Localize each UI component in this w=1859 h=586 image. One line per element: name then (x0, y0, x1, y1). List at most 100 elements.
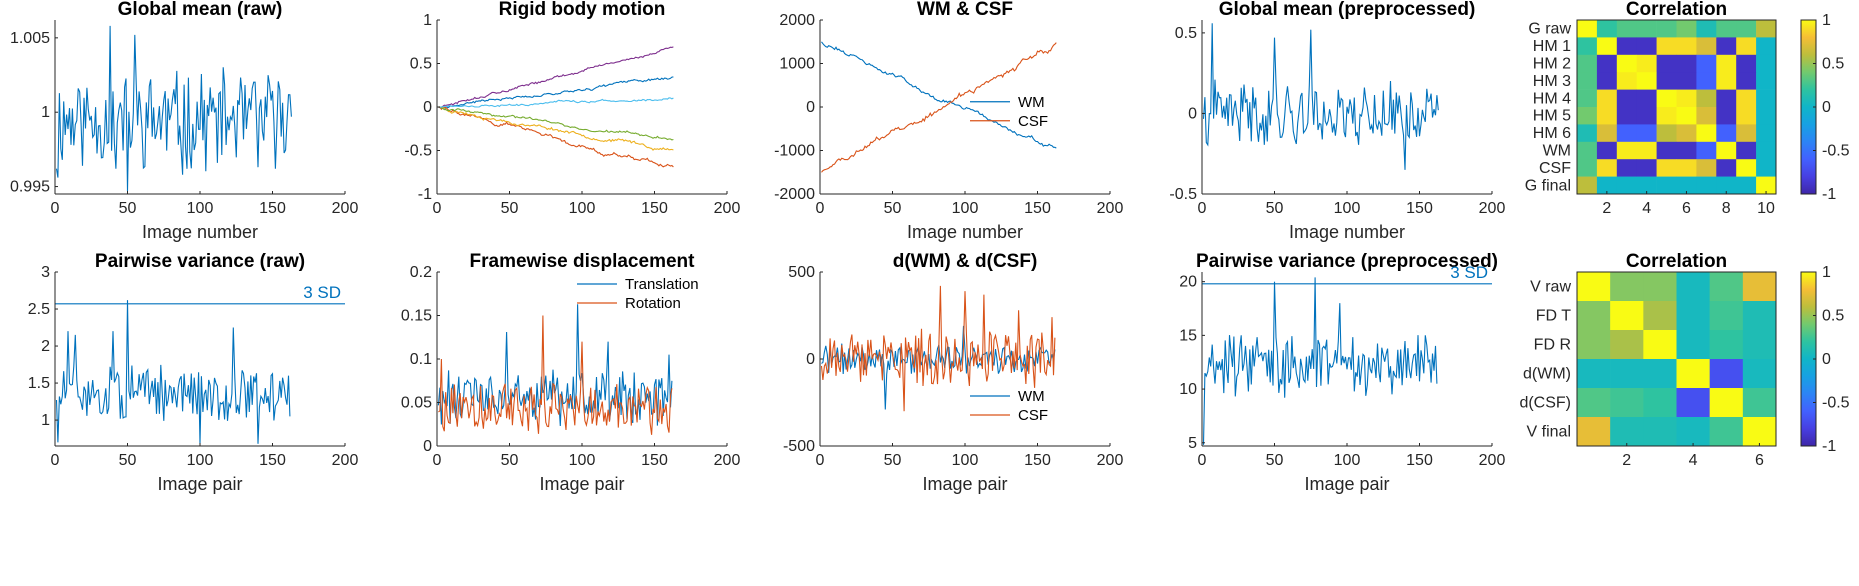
y-tick-label: 10 (1179, 381, 1197, 398)
legend-label: CSF (1018, 407, 1048, 424)
x-tick-label: 150 (641, 200, 668, 217)
series-line-wm (821, 325, 1056, 410)
heatmap-cell (1676, 301, 1710, 331)
x-tick-label: 150 (641, 452, 668, 469)
heatmap-cell (1676, 359, 1710, 389)
heatmap-cell (1676, 176, 1697, 195)
y-tick-label: 0 (806, 99, 815, 116)
x-axis-label: Image pair (157, 474, 242, 494)
x-tick-label: 150 (1024, 200, 1051, 217)
heatmap-cell (1636, 124, 1657, 143)
heatmap-cell (1577, 124, 1598, 143)
y-tick-label: 0.5 (410, 56, 432, 73)
x-tick-label: 200 (1097, 200, 1124, 217)
pv_pre-chart: Pairwise variance (preprocessed)3 SD 0 50 1… (1179, 251, 1505, 494)
heatmap-cell (1696, 107, 1717, 125)
y-tick-label: 2 (41, 338, 50, 355)
heatmap-cell (1696, 176, 1717, 195)
y-tick-label: 500 (788, 264, 815, 281)
y-tick-label: 0 (423, 438, 432, 455)
heatmap-cell (1716, 54, 1737, 73)
heatmap-cell (1616, 72, 1637, 90)
y-tick-label: 1.005 (10, 30, 50, 47)
x-tick-label: 100 (569, 200, 596, 217)
heatmap-cell (1742, 272, 1777, 302)
series-line-5 (438, 106, 674, 141)
heatmap-cell (1736, 176, 1757, 195)
heatmap-frame (1576, 271, 1777, 447)
x-tick-label: 200 (714, 200, 741, 217)
heatmap-cell (1736, 141, 1757, 160)
heatmap-cell (1742, 388, 1777, 418)
heatmap-cell (1636, 54, 1657, 73)
legend-label: Rotation (625, 295, 681, 312)
series-line-1 (438, 76, 674, 109)
heatmap-cell (1736, 124, 1757, 143)
x-tick-label: 0 (1198, 200, 1207, 217)
legend: WM CSF (970, 388, 1048, 424)
heatmap-cell (1616, 124, 1637, 143)
y-tick-label: 1000 (779, 56, 815, 73)
heatmap-cell (1656, 89, 1677, 108)
heatmap-cell (1577, 107, 1598, 125)
heatmap-cell (1756, 20, 1777, 38)
heatmap-cell (1636, 72, 1657, 90)
x-tick-label: 6 (1755, 452, 1764, 469)
wmcsf-chart: WM & CSF 0 50 100 150 200 -2000 -1000 0 1000 2000 I… (774, 0, 1123, 242)
heatmap-cell (1676, 54, 1697, 73)
chart-title: Correlation (1626, 251, 1727, 272)
heatmap-cell (1656, 159, 1677, 177)
series-line-rotation (438, 315, 673, 435)
colorbar-tick-label: 1 (1822, 12, 1831, 29)
x-tick-label: 0 (816, 452, 825, 469)
heatmap-cell (1596, 176, 1618, 195)
heatmap-cell (1577, 272, 1611, 302)
x-tick-label: 150 (259, 200, 286, 217)
heatmap-cell (1696, 124, 1717, 143)
heatmap-cell (1756, 72, 1777, 90)
row-label: G final (1525, 177, 1571, 194)
row-label: HM 6 (1533, 125, 1571, 142)
heatmap-cell (1756, 54, 1777, 73)
y-tick-label: 2000 (779, 12, 815, 29)
heatmap-cell (1616, 37, 1637, 56)
heatmap-cell (1636, 37, 1657, 56)
x-tick-label: 50 (119, 452, 137, 469)
y-tick-label: 0.15 (401, 308, 432, 325)
chart-title: Pairwise variance (preprocessed) (1196, 251, 1498, 272)
heatmap-cell (1577, 159, 1598, 177)
heatmap-cell (1656, 107, 1677, 125)
x-axis-label: Image pair (539, 474, 624, 494)
heatmap-cell (1736, 107, 1757, 125)
colorbar-tick-label: 0 (1822, 351, 1831, 368)
x-tick-label: 50 (501, 200, 519, 217)
x-tick-label: 100 (187, 452, 214, 469)
y-tick-label: 0 (1188, 105, 1197, 122)
y-tick-label: -0.5 (404, 143, 432, 160)
colorbar-tick-label: 1 (1822, 264, 1831, 281)
gm_pre-chart: Global mean (preprocessed) 0 50 100 150 200 -0… (1169, 0, 1505, 242)
heatmap-cell (1676, 20, 1697, 38)
heatmap-cell (1709, 272, 1744, 302)
heatmap-cell (1716, 176, 1737, 195)
heatmap-cell (1577, 20, 1598, 38)
heatmap-cell (1577, 89, 1598, 108)
series-line-6 (438, 97, 674, 108)
heatmap-cell (1636, 20, 1657, 38)
heatmap-cell (1643, 272, 1677, 302)
series-line-1 (1202, 277, 1438, 445)
row-label: WM (1543, 143, 1571, 160)
heatmap-cell (1610, 330, 1644, 360)
gm_raw-chart: Global mean (raw) 0 50 100 150 200 0.995 1 1.005… (10, 0, 358, 242)
heatmap-cell (1736, 20, 1757, 38)
heatmap-cell (1676, 272, 1710, 302)
y-tick-label: 5 (1188, 435, 1197, 452)
heatmap-cell (1616, 159, 1637, 177)
chart-title: Global mean (raw) (118, 0, 283, 20)
legend-label: Translation (625, 276, 699, 293)
y-tick-label: -1000 (774, 143, 815, 160)
x-tick-label: 200 (332, 452, 359, 469)
colorbar-tick-label: -0.5 (1822, 143, 1850, 160)
